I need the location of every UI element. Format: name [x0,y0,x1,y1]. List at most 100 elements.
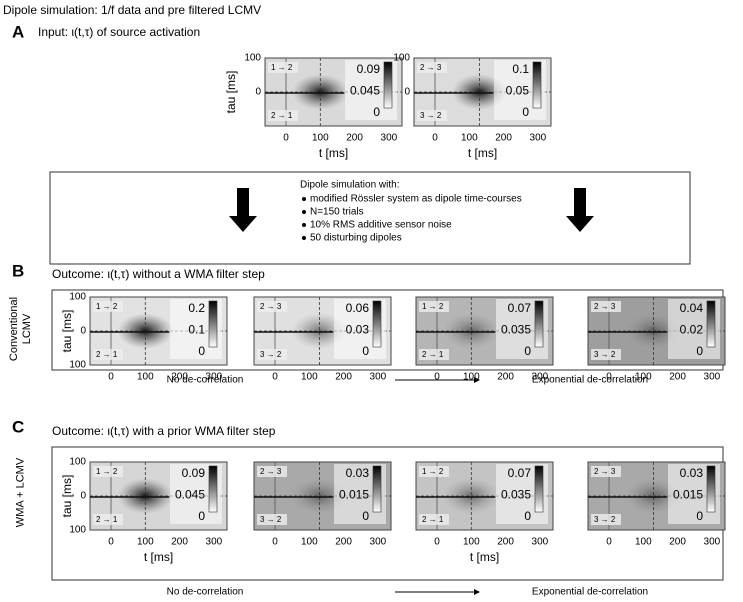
colorbar [383,61,393,109]
colorbar [534,465,544,513]
colorbar-label: 0 [198,344,205,358]
note: Exponential de-correlation [532,375,648,386]
colorbar-label: 0.05 [506,84,530,98]
x-tick-label: 300 [532,537,549,548]
x-tick-label: 200 [669,537,686,548]
x-tick-label: 100 [635,372,652,383]
direction-label: 2 → 3 [420,63,442,72]
bullet [302,223,306,227]
y-tick-label: 100 [393,53,410,64]
colorbar-label: 0 [696,344,703,358]
colorbar-label: 0 [524,344,531,358]
figure-title: Dipole simulation: 1/f data and pre filt… [3,3,261,17]
x-tick-label: 100 [463,537,480,548]
colorbar [208,300,218,348]
arrow-head [474,589,480,595]
colorbar-label: 0 [373,105,380,119]
colorbar-label: 0.03 [346,466,370,480]
x-tick-label: 100 [301,537,318,548]
x-tick-label: 0 [432,133,438,144]
section-heading: Outcome: ι(t,τ) without a WMA filter ste… [52,267,265,281]
x-tick-label: 100 [137,537,154,548]
label-bg [419,514,449,525]
box-item: 50 disturbing dipoles [310,233,402,244]
colorbar [532,61,542,109]
y-tick-label: 0 [80,491,86,502]
x-tick-label: 100 [301,372,318,383]
x-tick-label: 0 [434,372,440,383]
x-tick-label: 100 [312,133,329,144]
x-tick-label: 300 [532,372,549,383]
x-tick-label: 300 [530,133,547,144]
label-bg [257,466,287,477]
bullet [302,210,306,214]
colorbar-label: 0.1 [512,62,529,76]
x-tick-label: 200 [171,537,188,548]
section-letter: C [12,417,24,436]
label-bg [417,62,447,73]
x-axis-label: t [ms] [144,550,173,564]
label-bg [591,349,621,360]
section-heading: Input: ι(t,τ) of source activation [38,25,200,39]
x-tick-label: 200 [171,372,188,383]
colorbar-label: 0.07 [508,466,532,480]
label-bg [268,110,298,121]
x-tick-label: 300 [381,133,398,144]
note: No de-correlation [167,375,244,386]
label-bg [417,110,447,121]
direction-label: 3 → 2 [594,350,616,359]
y-tick-label: 100 [69,457,86,468]
colorbar-label: 0.06 [346,301,370,315]
bullet [302,236,306,240]
x-tick-label: 300 [206,537,223,548]
direction-label: 2 → 3 [594,302,616,311]
x-tick-label: 300 [370,372,387,383]
direction-label: 2 → 3 [260,467,282,476]
arrow-down [566,188,594,232]
colorbar [208,465,218,513]
direction-label: 3 → 2 [420,111,442,120]
label-bg [591,301,621,312]
colorbar [706,465,716,513]
y-tick-label: 0 [80,326,86,337]
x-tick-label: 200 [495,133,512,144]
direction-label: 2 → 1 [422,350,444,359]
colorbar-label: 0.015 [339,488,369,502]
direction-label: 1 → 2 [422,467,444,476]
box-heading: Dipole simulation with: [300,180,400,191]
direction-label: 1 → 2 [96,467,118,476]
arrow-down [229,188,257,232]
colorbar [534,300,544,348]
side-label: Conventional LCMV [8,296,33,362]
direction-label: 2 → 1 [271,111,293,120]
box-item: N=150 trials [310,207,364,218]
section-letter: B [12,261,24,280]
x-axis-label: t [ms] [319,146,348,160]
x-tick-label: 0 [272,537,278,548]
x-axis-label: t [ms] [470,550,499,564]
label-bg [93,466,123,477]
x-tick-label: 200 [335,372,352,383]
colorbar [372,465,382,513]
label-bg [93,514,123,525]
direction-label: 3 → 2 [594,515,616,524]
x-tick-label: 0 [108,537,114,548]
colorbar-label: 0.04 [680,301,704,315]
x-tick-label: 300 [704,372,721,383]
bullet [302,197,306,201]
colorbar-label: 0.09 [182,466,206,480]
box-item: 10% RMS additive sensor noise [310,220,452,231]
colorbar-label: 0 [198,509,205,523]
direction-label: 2 → 1 [96,515,118,524]
colorbar-label: 0.035 [501,323,531,337]
direction-label: 2 → 1 [96,350,118,359]
colorbar-label: 0.015 [673,488,703,502]
x-tick-label: 0 [283,133,289,144]
colorbar-label: 0 [522,105,529,119]
direction-label: 2 → 1 [422,515,444,524]
label-bg [257,301,287,312]
x-tick-label: 100 [137,372,154,383]
y-axis-label: tau [ms] [224,71,238,114]
colorbar [706,300,716,348]
